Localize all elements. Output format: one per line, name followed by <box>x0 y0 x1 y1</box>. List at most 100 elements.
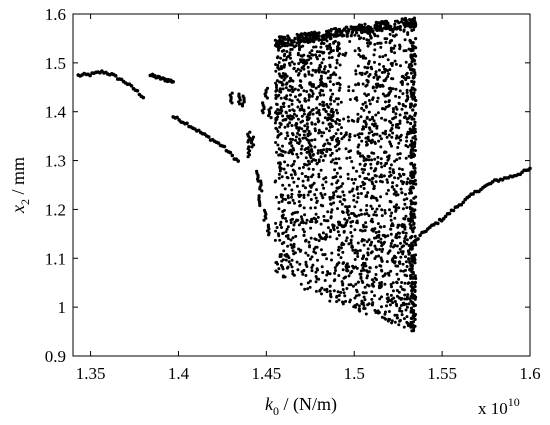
data-point <box>379 237 383 241</box>
data-point <box>329 88 333 92</box>
data-point <box>320 134 324 138</box>
data-points <box>76 16 532 333</box>
data-point <box>377 21 381 25</box>
data-point <box>297 142 301 145</box>
data-point <box>371 30 375 34</box>
data-point <box>373 244 377 248</box>
data-point <box>306 253 310 257</box>
data-point <box>398 121 402 125</box>
data-point <box>397 126 401 130</box>
data-point <box>408 24 413 28</box>
data-point <box>394 136 398 140</box>
data-point <box>284 198 287 201</box>
data-point <box>324 237 327 241</box>
data-point <box>337 233 341 237</box>
data-point <box>394 190 398 194</box>
data-point <box>362 37 366 40</box>
data-point <box>273 38 277 42</box>
data-point <box>403 227 407 231</box>
data-point <box>321 100 325 104</box>
data-point <box>408 181 412 185</box>
data-point <box>383 107 387 111</box>
data-point <box>291 90 295 94</box>
data-point <box>353 205 357 209</box>
data-point <box>341 283 345 287</box>
data-point <box>375 82 379 86</box>
data-point <box>321 231 325 235</box>
data-point <box>275 270 279 274</box>
data-point <box>364 221 368 225</box>
data-point <box>400 168 404 171</box>
data-point <box>342 261 346 265</box>
data-point <box>276 232 280 236</box>
data-point <box>366 247 370 251</box>
data-point <box>308 81 312 85</box>
data-point <box>301 165 305 169</box>
data-point <box>286 196 290 200</box>
data-point <box>376 222 380 226</box>
data-point <box>366 41 369 45</box>
data-point <box>371 229 375 233</box>
data-point <box>400 281 404 284</box>
data-point <box>282 58 285 62</box>
data-point <box>436 221 440 226</box>
data-point <box>279 90 283 94</box>
data-point <box>404 156 408 160</box>
data-point <box>285 94 289 98</box>
data-point <box>290 188 294 192</box>
data-point <box>290 41 294 45</box>
data-point <box>410 28 414 32</box>
data-point <box>403 281 407 285</box>
data-point <box>348 190 352 194</box>
data-point <box>409 104 413 108</box>
data-point <box>299 147 303 151</box>
data-point <box>413 123 417 127</box>
data-point <box>327 56 331 60</box>
data-point <box>412 144 417 148</box>
data-point <box>299 32 304 36</box>
data-point <box>363 285 367 289</box>
data-point <box>384 40 388 44</box>
data-point <box>384 77 388 81</box>
data-point <box>332 193 336 197</box>
data-point <box>370 207 374 211</box>
data-point <box>406 82 410 86</box>
data-point <box>377 235 381 239</box>
data-point <box>387 133 391 137</box>
data-point <box>275 117 279 121</box>
data-point <box>413 314 417 318</box>
data-point <box>384 132 387 136</box>
data-point <box>330 138 334 142</box>
data-point <box>391 257 395 261</box>
data-point <box>407 281 411 285</box>
data-point <box>316 95 319 99</box>
data-point <box>342 242 346 246</box>
data-point <box>379 256 383 260</box>
data-point <box>345 208 349 211</box>
data-point <box>328 289 332 293</box>
data-point <box>298 203 302 207</box>
data-point <box>313 127 317 131</box>
data-point <box>292 40 296 44</box>
data-point <box>347 138 351 142</box>
data-point <box>309 206 313 210</box>
data-point <box>335 186 339 190</box>
data-point <box>302 193 306 197</box>
data-point <box>289 76 292 80</box>
data-point <box>341 182 345 186</box>
data-point <box>347 216 351 220</box>
data-point <box>334 189 338 193</box>
data-point <box>335 237 339 241</box>
data-point <box>358 272 362 276</box>
data-point <box>388 249 392 253</box>
data-point <box>367 238 371 242</box>
data-point <box>387 271 391 275</box>
data-point <box>366 44 370 48</box>
data-point <box>394 123 398 127</box>
data-point <box>307 139 311 143</box>
data-point <box>295 114 299 118</box>
data-point <box>265 86 270 90</box>
data-point <box>410 282 414 286</box>
data-point <box>393 216 397 220</box>
data-point <box>328 284 332 288</box>
